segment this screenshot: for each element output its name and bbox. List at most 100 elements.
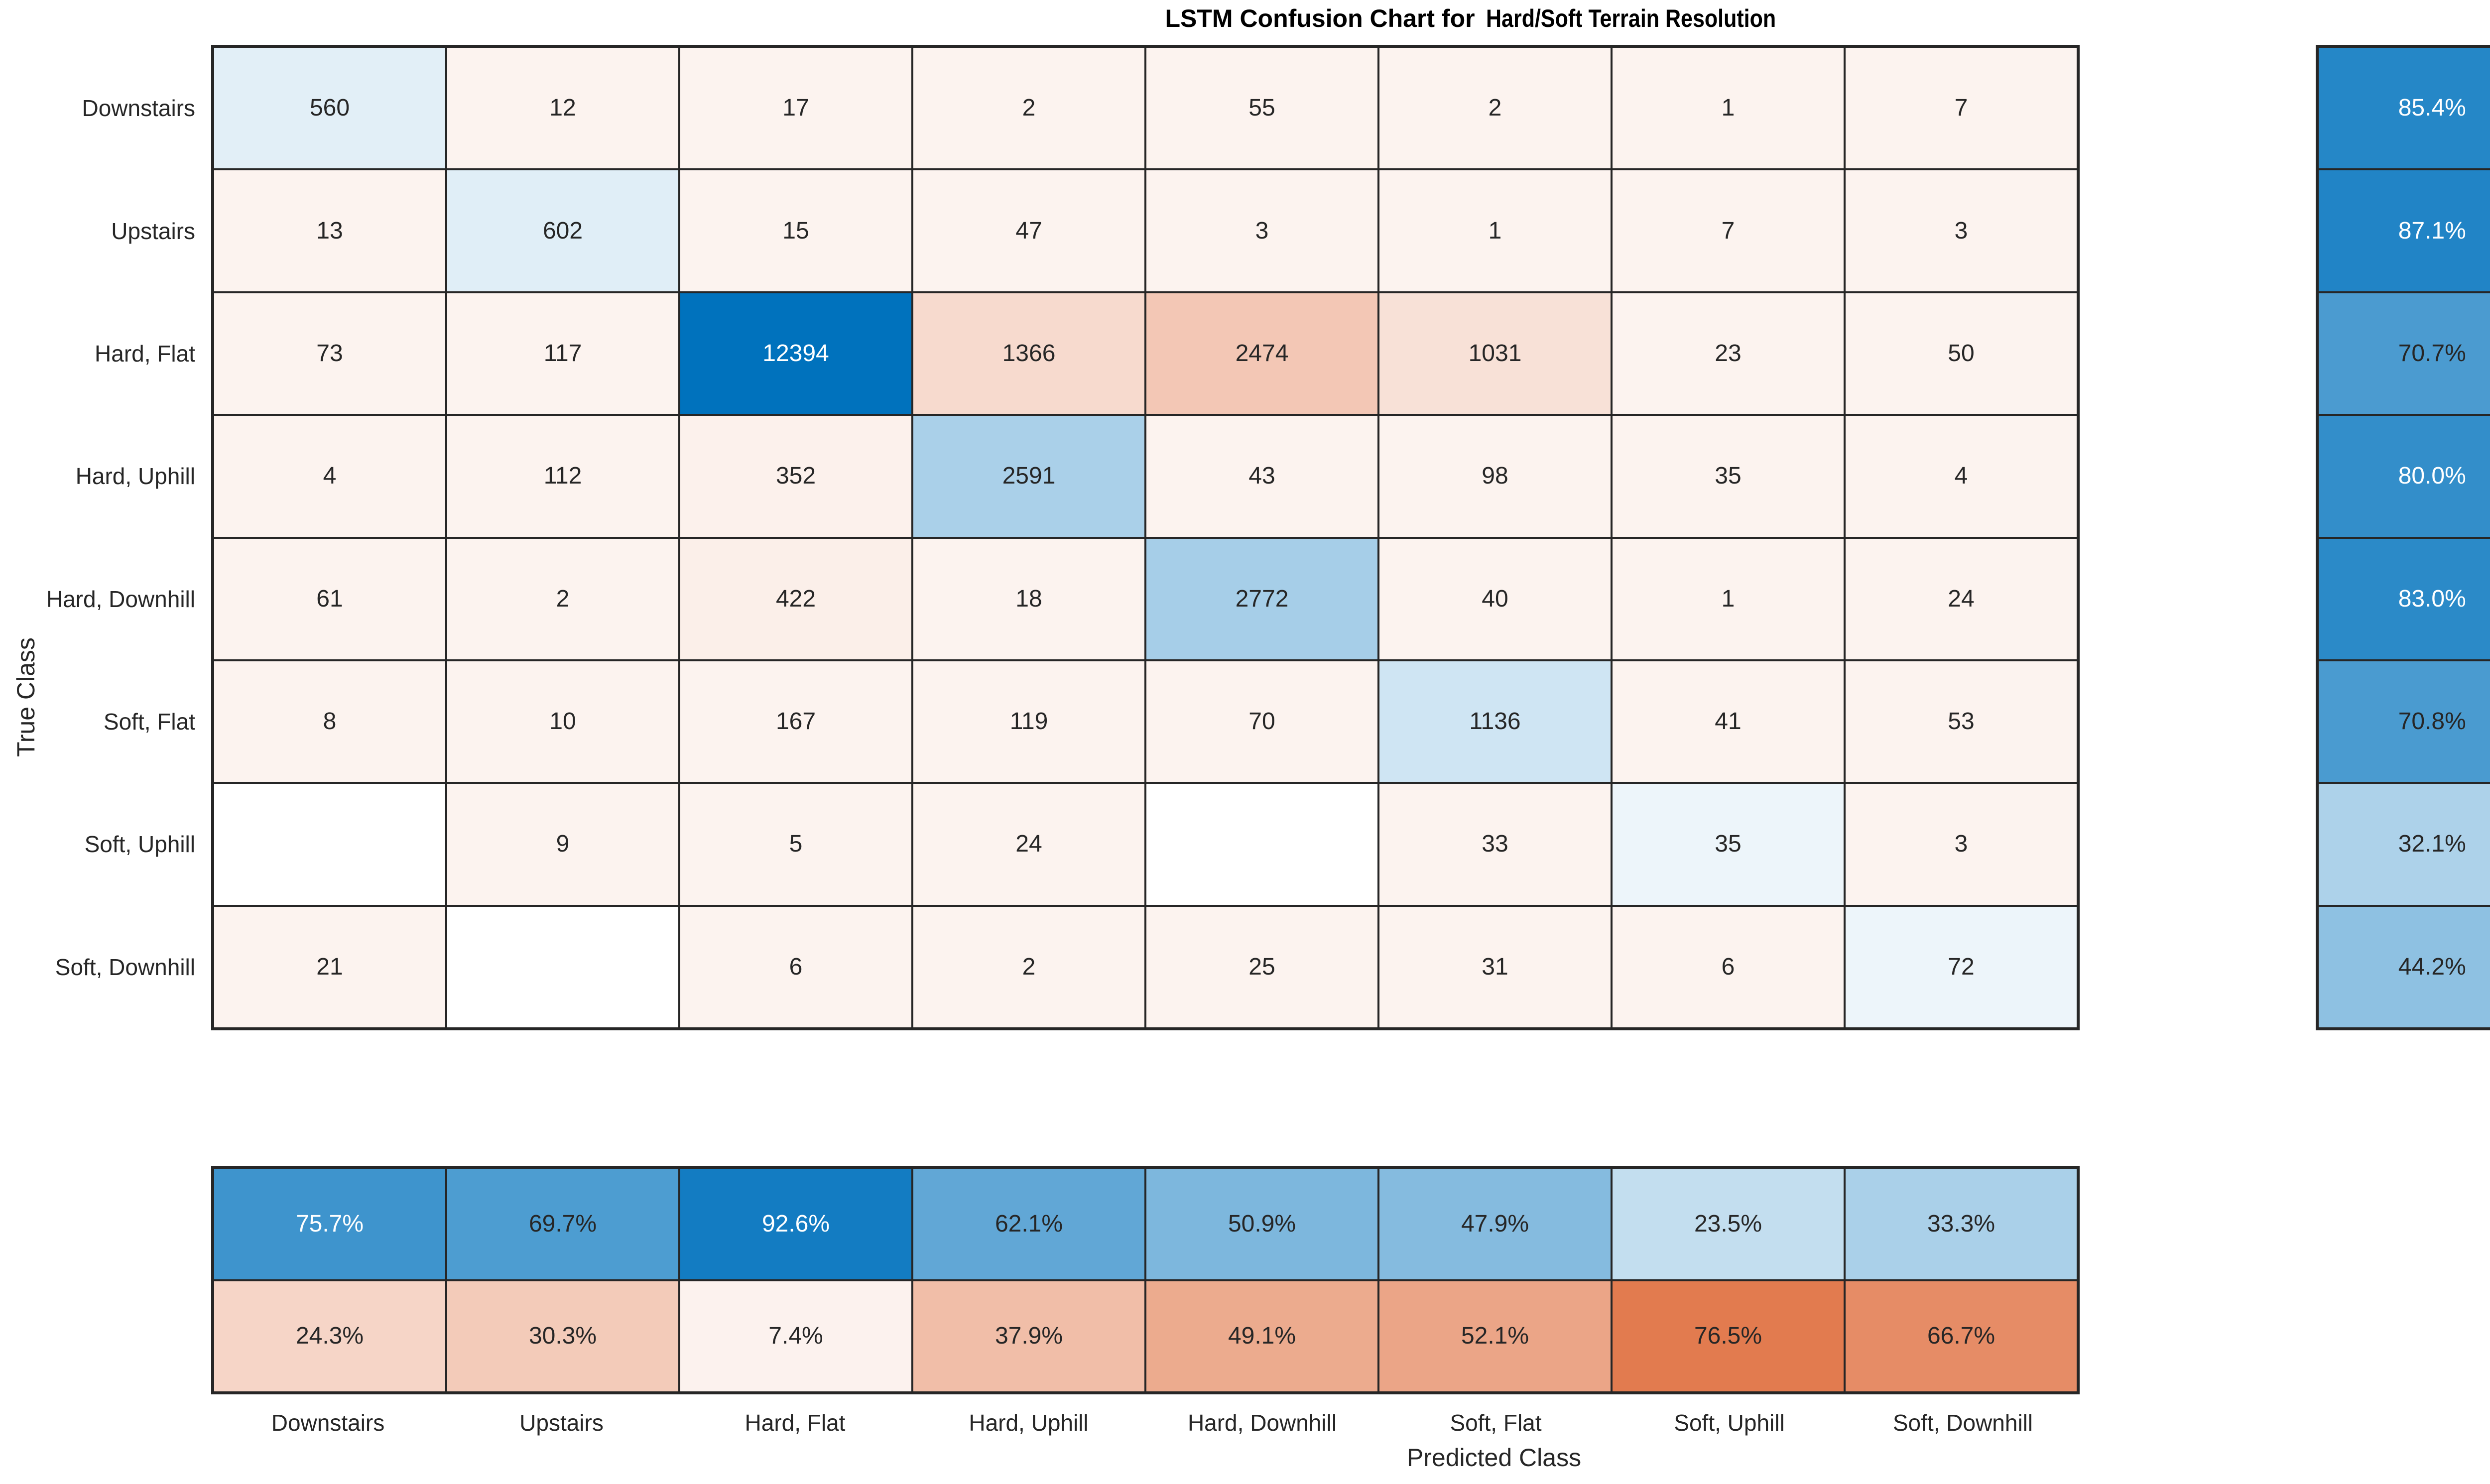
matrix-cell: 352 xyxy=(680,416,911,537)
matrix-cell: 167 xyxy=(680,661,911,782)
row-summary-cell-correct: 80.0% xyxy=(2319,416,2490,537)
column-summary-cell-incorrect: 66.7% xyxy=(1846,1281,2077,1391)
row-label: Downstairs xyxy=(82,95,195,122)
matrix-cell: 12 xyxy=(447,48,678,169)
row-summary-cell-correct: 87.1% xyxy=(2319,170,2490,291)
matrix-cell: 2474 xyxy=(1146,293,1377,414)
column-label: Soft, Uphill xyxy=(1674,1410,1785,1436)
matrix-cell: 53 xyxy=(1846,661,2077,782)
matrix-cell: 73 xyxy=(214,293,445,414)
row-summary-grid: 85.4%14.6%87.1%12.9%70.7%29.3%80.0%20.0%… xyxy=(2316,45,2490,1030)
chart-title: LSTM Confusion Chart for Hard/Soft Terrai… xyxy=(211,4,2490,33)
row-summary-cell-correct: 70.8% xyxy=(2319,661,2490,782)
matrix-cell: 12394 xyxy=(680,293,911,414)
true-class-labels: Downstairs Upstairs Hard, Flat Hard, Uphill… xyxy=(0,45,195,1030)
matrix-cell: 422 xyxy=(680,538,911,659)
matrix-cell: 18 xyxy=(913,538,1144,659)
matrix-cell: 1 xyxy=(1379,170,1611,291)
matrix-cell: 47 xyxy=(913,170,1144,291)
matrix-cell: 7 xyxy=(1613,170,1844,291)
matrix-cell: 31 xyxy=(1379,906,1611,1027)
matrix-cell: 33 xyxy=(1379,784,1611,905)
matrix-cell: 6 xyxy=(680,906,911,1027)
matrix-cell: 3 xyxy=(1846,784,2077,905)
matrix-cell: 72 xyxy=(1846,906,2077,1027)
column-summary-grid: 75.7% 69.7% 92.6% 62.1% 50.9% 47.9% 23.5% 33.3%… xyxy=(211,1166,2080,1394)
matrix-cell xyxy=(1146,784,1377,905)
matrix-cell: 55 xyxy=(1146,48,1377,169)
matrix-cell: 3 xyxy=(1146,170,1377,291)
column-summary-cell-correct: 50.9% xyxy=(1146,1169,1377,1279)
row-label: Hard, Flat xyxy=(95,340,195,367)
chart-title-subject: Hard/Soft Terrain Resolution xyxy=(1486,4,1776,32)
matrix-cell: 43 xyxy=(1146,416,1377,537)
chart-title-prefix: LSTM Confusion Chart for xyxy=(1165,4,1475,32)
column-summary-cell-correct: 47.9% xyxy=(1379,1169,1611,1279)
matrix-cell: 5 xyxy=(680,784,911,905)
column-label: Hard, Uphill xyxy=(969,1410,1089,1436)
matrix-cell: 21 xyxy=(214,906,445,1027)
matrix-cell: 2 xyxy=(1379,48,1611,169)
matrix-cell: 1136 xyxy=(1379,661,1611,782)
matrix-cell: 112 xyxy=(447,416,678,537)
matrix-cell: 1031 xyxy=(1379,293,1611,414)
column-summary-cell-incorrect: 37.9% xyxy=(913,1281,1144,1391)
matrix-cell: 24 xyxy=(913,784,1144,905)
matrix-cell: 50 xyxy=(1846,293,2077,414)
row-label: Soft, Flat xyxy=(103,709,195,735)
matrix-cell: 15 xyxy=(680,170,911,291)
matrix-cell: 3 xyxy=(1846,170,2077,291)
matrix-cell: 8 xyxy=(214,661,445,782)
row-summary-cell-correct: 83.0% xyxy=(2319,538,2490,659)
matrix-cell: 117 xyxy=(447,293,678,414)
matrix-cell: 602 xyxy=(447,170,678,291)
confusion-matrix-grid: 560 12 17 2 55 2 1 7 13 602 15 47 3 1 7 3 73 117 12394 1366… xyxy=(211,45,2080,1030)
matrix-cell: 24 xyxy=(1846,538,2077,659)
matrix-cell: 560 xyxy=(214,48,445,169)
row-label: Hard, Downhill xyxy=(46,586,195,612)
matrix-cell: 2 xyxy=(913,906,1144,1027)
column-label: Downstairs xyxy=(271,1410,385,1436)
row-summary-cell-correct: 44.2% xyxy=(2319,906,2490,1027)
matrix-cell: 2 xyxy=(913,48,1144,169)
matrix-cell: 4 xyxy=(1846,416,2077,537)
column-label: Soft, Downhill xyxy=(1892,1410,2033,1436)
column-summary-cell-incorrect: 24.3% xyxy=(214,1281,445,1391)
column-label: Hard, Flat xyxy=(745,1410,846,1436)
matrix-cell: 98 xyxy=(1379,416,1611,537)
matrix-cell: 6 xyxy=(1613,906,1844,1027)
matrix-cell: 17 xyxy=(680,48,911,169)
column-summary-cell-incorrect: 30.3% xyxy=(447,1281,678,1391)
matrix-cell: 35 xyxy=(1613,416,1844,537)
row-summary-cell-correct: 70.7% xyxy=(2319,293,2490,414)
matrix-cell: 9 xyxy=(447,784,678,905)
column-label: Hard, Downhill xyxy=(1187,1410,1337,1436)
row-summary-cell-correct: 32.1% xyxy=(2319,784,2490,905)
matrix-cell: 61 xyxy=(214,538,445,659)
matrix-cell: 2 xyxy=(447,538,678,659)
column-summary-cell-incorrect: 52.1% xyxy=(1379,1281,1611,1391)
matrix-cell: 35 xyxy=(1613,784,1844,905)
column-summary-cell-correct: 33.3% xyxy=(1846,1169,2077,1279)
predicted-class-labels: Downstairs Upstairs Hard, Flat Hard, Uphill… xyxy=(211,1405,2080,1440)
matrix-cell: 1 xyxy=(1613,538,1844,659)
column-summary-cell-correct: 69.7% xyxy=(447,1169,678,1279)
column-summary-cell-incorrect: 7.4% xyxy=(680,1281,911,1391)
matrix-cell: 10 xyxy=(447,661,678,782)
matrix-cell: 2591 xyxy=(913,416,1144,537)
column-summary-cell-correct: 75.7% xyxy=(214,1169,445,1279)
matrix-cell xyxy=(447,906,678,1027)
matrix-cell: 119 xyxy=(913,661,1144,782)
matrix-cell: 1 xyxy=(1613,48,1844,169)
matrix-cell: 4 xyxy=(214,416,445,537)
column-summary-cell-correct: 62.1% xyxy=(913,1169,1144,1279)
row-summary-cell-correct: 85.4% xyxy=(2319,48,2490,169)
column-label: Upstairs xyxy=(519,1410,604,1436)
matrix-cell: 25 xyxy=(1146,906,1377,1027)
column-label: Soft, Flat xyxy=(1450,1410,1542,1436)
row-label: Soft, Downhill xyxy=(55,954,195,980)
row-label: Hard, Uphill xyxy=(75,463,195,490)
matrix-cell: 2772 xyxy=(1146,538,1377,659)
column-summary-cell-correct: 92.6% xyxy=(680,1169,911,1279)
row-label: Soft, Uphill xyxy=(84,831,195,858)
